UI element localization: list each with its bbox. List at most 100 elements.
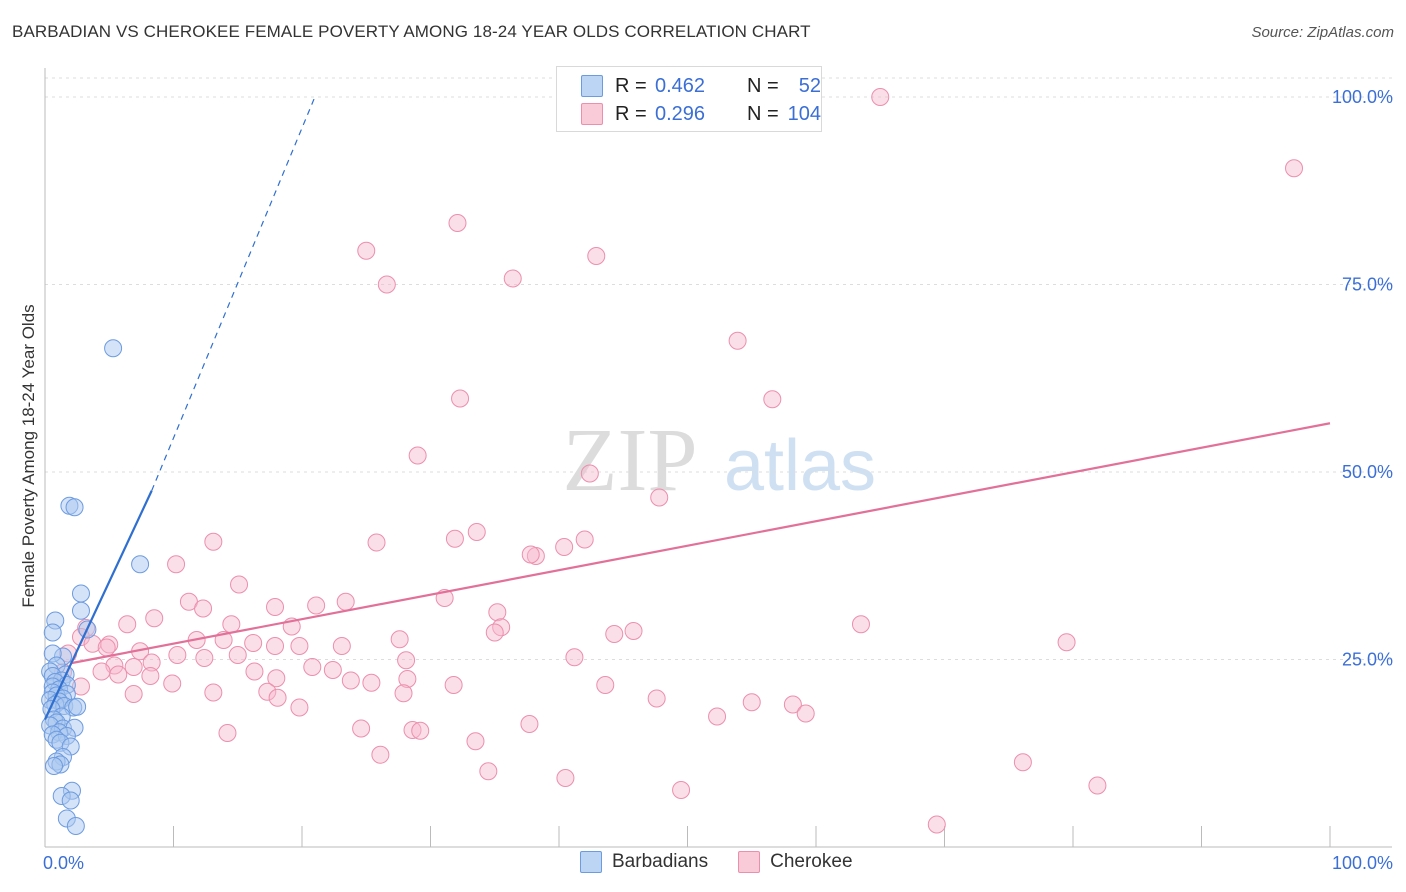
cherokee-point — [390, 630, 409, 649]
cherokee-point — [323, 661, 342, 679]
barbadian-point — [131, 555, 150, 574]
cherokee-point — [362, 673, 381, 692]
y-tick-label: 50.0% — [1342, 462, 1393, 482]
barbadian-point — [44, 757, 63, 775]
cherokee-point — [168, 646, 187, 664]
barbadian-point — [104, 339, 123, 358]
cherokee-point — [466, 732, 485, 751]
cherokee-point — [485, 623, 504, 642]
cherokee-point — [403, 721, 422, 739]
legend-item-cherokee[interactable]: Cherokee — [738, 851, 853, 873]
cherokee-point — [398, 670, 417, 688]
cherokee-point — [1013, 753, 1032, 772]
barbadian-point — [66, 817, 85, 835]
cherokee-point — [352, 719, 371, 738]
cherokee-point — [556, 769, 575, 787]
cherokee-point — [230, 575, 249, 594]
cherokee-point — [411, 721, 430, 740]
cherokee-point — [672, 781, 691, 799]
cherokee-point — [290, 698, 309, 717]
source-label: Source: ZipAtlas.com — [1251, 24, 1394, 41]
cherokee-point — [650, 488, 669, 507]
cherokee-point — [575, 530, 594, 549]
cherokee-point — [1057, 633, 1076, 652]
r-label: R = — [615, 74, 647, 97]
cherokee-point — [1285, 159, 1304, 178]
cherokee-point — [266, 598, 285, 616]
cherokee-point — [332, 637, 351, 655]
cherokee-point — [742, 693, 761, 712]
cherokee-point — [448, 214, 467, 232]
swatch-barbadians — [581, 75, 603, 97]
barbadian-point — [71, 601, 90, 620]
cherokee-point — [307, 596, 326, 615]
cherokee-point — [97, 638, 116, 657]
cherokee-point — [204, 683, 223, 702]
cherokee-point — [596, 676, 615, 694]
cherokee-point — [204, 532, 223, 551]
watermark: ZIP atlas — [563, 411, 877, 510]
cherokee-point — [195, 649, 214, 667]
n-label: N = — [747, 74, 779, 97]
cherokee-point — [871, 88, 890, 106]
cherokee-point — [503, 269, 522, 288]
cherokee-point — [605, 625, 624, 643]
trend-lines — [44, 96, 1331, 720]
legend-label-cherokee: Cherokee — [770, 851, 853, 872]
gridlines — [45, 77, 1392, 660]
cherokee-point — [268, 688, 287, 707]
cherokee-point — [851, 615, 870, 634]
barbadian-trend-line — [44, 490, 153, 720]
stats-row-cherokee: R = 0.296 N = 104 — [581, 100, 821, 128]
cherokee-point — [142, 653, 161, 672]
barbadian-point — [71, 584, 90, 603]
cherokee-point — [763, 390, 782, 409]
legend-swatch-cherokee — [738, 851, 761, 873]
cherokee-point — [163, 674, 182, 693]
cherokee-point — [521, 545, 540, 564]
cherokee-point — [927, 815, 946, 834]
barbadian-point — [43, 623, 62, 642]
cherokee-point — [245, 662, 264, 681]
n-value: 52 — [798, 74, 821, 97]
cherokee-point — [266, 637, 285, 655]
cherokee-point — [100, 635, 119, 654]
cherokee-point — [444, 676, 463, 694]
cherokee-point — [488, 603, 507, 622]
y-tick-label: 75.0% — [1342, 275, 1393, 295]
barbadian-trend-extension — [151, 96, 316, 491]
barbadian-point — [61, 791, 80, 810]
cherokee-point — [118, 615, 137, 634]
legend-label-barbadians: Barbadians — [612, 851, 709, 872]
cherokee-point — [367, 533, 386, 552]
cherokee-point — [728, 331, 747, 350]
legend-swatch-barbadians — [580, 851, 602, 873]
cherokee-point — [783, 695, 802, 714]
cherokee-point — [555, 538, 574, 556]
cherokee-point — [92, 662, 111, 681]
barbadian-point — [65, 498, 84, 517]
cherokee-point — [377, 275, 396, 294]
cherokee-point — [109, 665, 128, 684]
axes — [44, 68, 1392, 848]
cherokee-point — [141, 667, 160, 685]
cherokee-point — [244, 634, 263, 652]
cherokee-point — [520, 715, 539, 733]
cherokee-point — [1088, 776, 1107, 795]
legend-item-barbadians[interactable]: Barbadians — [580, 851, 708, 873]
tick-labels: 25.0% 50.0% 75.0% 100.0% 0.0% 100.0% — [43, 87, 1393, 873]
cherokee-point — [124, 685, 143, 703]
stats-legend: R = 0.462 N = 52 R = 0.296 N = 104 — [556, 66, 822, 132]
watermark-atlas: atlas — [724, 426, 876, 506]
cherokee-point — [796, 704, 815, 723]
cherokee-point — [624, 622, 643, 640]
cherokee-point — [371, 745, 390, 764]
cherokee-point — [336, 592, 355, 611]
cherokee-point — [290, 637, 309, 655]
cherokee-point — [267, 669, 286, 688]
x-tick-label: 0.0% — [43, 853, 84, 873]
cherokee-trend-line — [70, 422, 1331, 665]
swatch-cherokee — [581, 103, 603, 125]
r-value: 0.296 — [655, 102, 706, 125]
